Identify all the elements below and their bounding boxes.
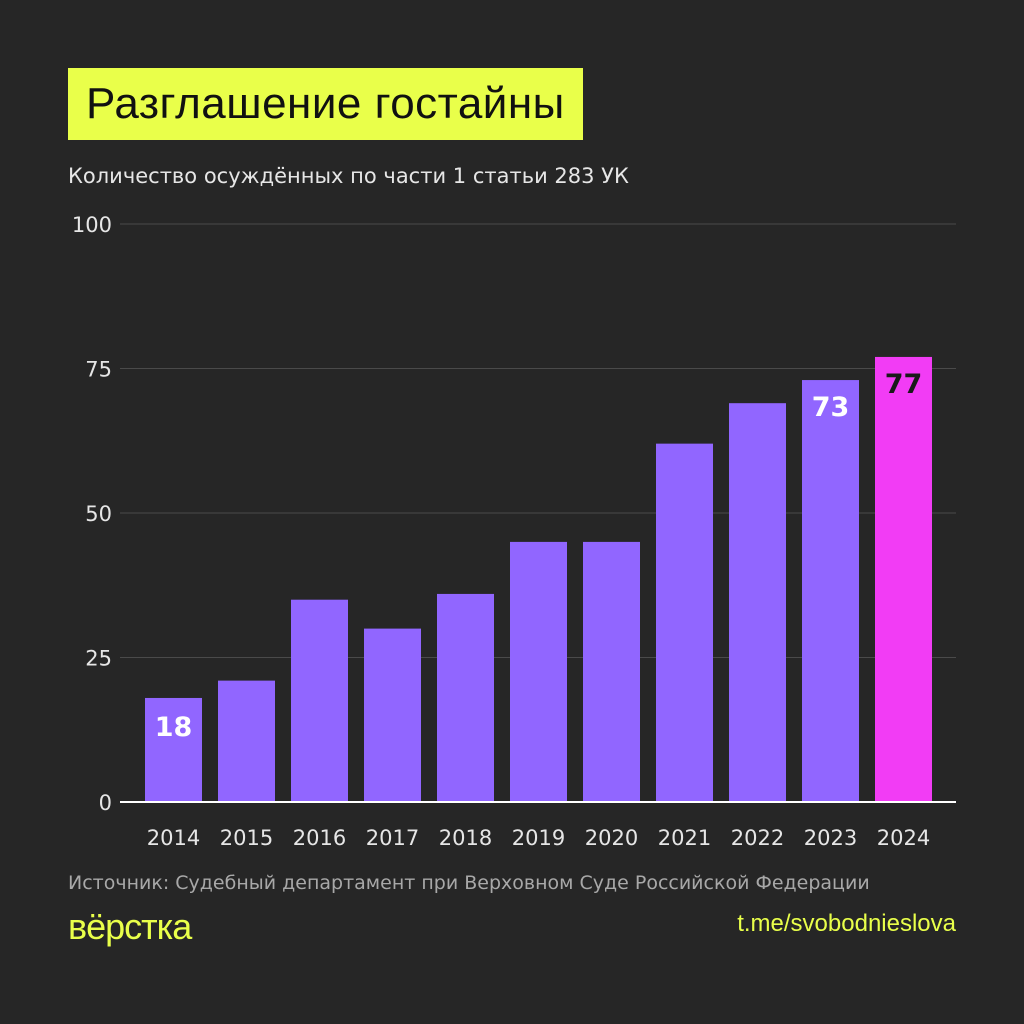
bar-2023 <box>802 380 859 802</box>
bar-2016 <box>291 599 348 802</box>
title-box: Разглашение гостайны <box>68 68 583 140</box>
bar-2018 <box>437 593 494 802</box>
data-label-2024: 77 <box>885 369 923 400</box>
bar-2019 <box>510 541 567 802</box>
y-tick-label: 25 <box>85 647 112 671</box>
data-label-2014: 18 <box>155 712 193 743</box>
x-tick-label: 2017 <box>366 826 419 850</box>
bar-2014 <box>145 697 202 802</box>
x-tick-label: 2023 <box>804 826 857 850</box>
bar-2017 <box>364 628 421 802</box>
y-tick-label: 50 <box>85 502 112 526</box>
bar-2021 <box>656 443 713 802</box>
y-tick-label: 100 <box>72 213 112 237</box>
x-tick-label: 2024 <box>877 826 930 850</box>
data-label-2023: 73 <box>812 392 850 423</box>
x-tick-label: 2022 <box>731 826 784 850</box>
y-tick-label: 0 <box>99 791 112 815</box>
bar-2020 <box>583 541 640 802</box>
telegram-link[interactable]: t.me/svobodnieslova <box>737 910 956 937</box>
x-tick-label: 2019 <box>512 826 565 850</box>
x-tick-label: 2016 <box>293 826 346 850</box>
bar-2015 <box>218 680 275 802</box>
x-tick-label: 2021 <box>658 826 711 850</box>
bar-2024 <box>875 356 932 802</box>
x-tick-label: 2018 <box>439 826 492 850</box>
x-tick-label: 2015 <box>220 826 273 850</box>
verstka-logo: вёрстка <box>68 906 192 947</box>
bar-2022 <box>729 403 786 802</box>
x-tick-label: 2014 <box>147 826 200 850</box>
chart-subtitle: Количество осуждённых по части 1 статьи … <box>68 164 629 188</box>
source-note: Источник: Судебный департамент при Верхо… <box>68 872 870 894</box>
page-title: Разглашение гостайны <box>86 79 565 128</box>
y-tick-label: 75 <box>85 358 112 382</box>
x-tick-label: 2020 <box>585 826 638 850</box>
